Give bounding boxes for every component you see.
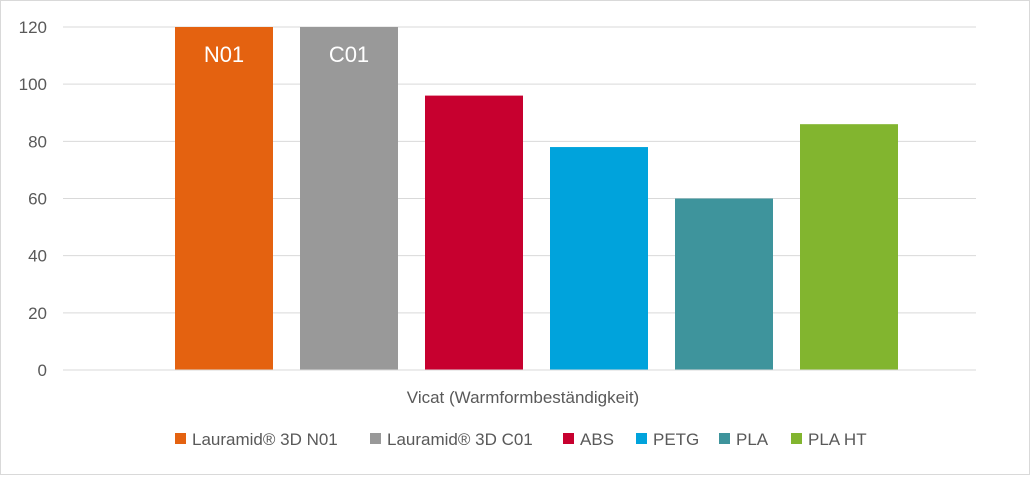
bar-abs [425, 95, 523, 370]
legend-label: Lauramid® 3D C01 [387, 430, 533, 449]
legend-label: PETG [653, 430, 699, 449]
legend-item: ABS [563, 430, 614, 449]
y-tick-label: 0 [38, 361, 47, 380]
legend-swatch [563, 433, 574, 444]
bar-pla-ht [800, 124, 898, 370]
legend-item: Lauramid® 3D N01 [175, 430, 338, 449]
legend-item: PLA HT [791, 430, 867, 449]
legend: Lauramid® 3D N01 Lauramid® 3D C01 ABS PETG P… [175, 430, 867, 449]
x-category-label: Vicat (Warmformbeständigkeit) [407, 388, 639, 407]
legend-swatch [370, 433, 381, 444]
legend-label: PLA HT [808, 430, 867, 449]
bars: N01 C01 [175, 27, 898, 370]
legend-item: Lauramid® 3D C01 [370, 430, 533, 449]
y-tick-label: 100 [19, 75, 47, 94]
y-tick-label: 120 [19, 18, 47, 37]
bar-lauramid-3d-n01 [175, 27, 273, 370]
legend-label: Lauramid® 3D N01 [192, 430, 338, 449]
bar-petg [550, 147, 648, 370]
legend-item: PETG [636, 430, 699, 449]
y-tick-label: 60 [28, 190, 47, 209]
legend-swatch [175, 433, 186, 444]
y-tick-label: 20 [28, 304, 47, 323]
y-axis-ticks: 0 20 40 60 80 100 120 [19, 18, 47, 380]
y-tick-label: 40 [28, 247, 47, 266]
bar-pla [675, 198, 773, 370]
legend-item: PLA [719, 430, 769, 449]
bar-data-label: N01 [204, 42, 244, 67]
bar-lauramid-3d-c01 [300, 27, 398, 370]
legend-label: PLA [736, 430, 769, 449]
legend-swatch [719, 433, 730, 444]
y-tick-label: 80 [28, 132, 47, 151]
legend-swatch [791, 433, 802, 444]
bar-data-label: C01 [329, 42, 369, 67]
legend-swatch [636, 433, 647, 444]
legend-label: ABS [580, 430, 614, 449]
